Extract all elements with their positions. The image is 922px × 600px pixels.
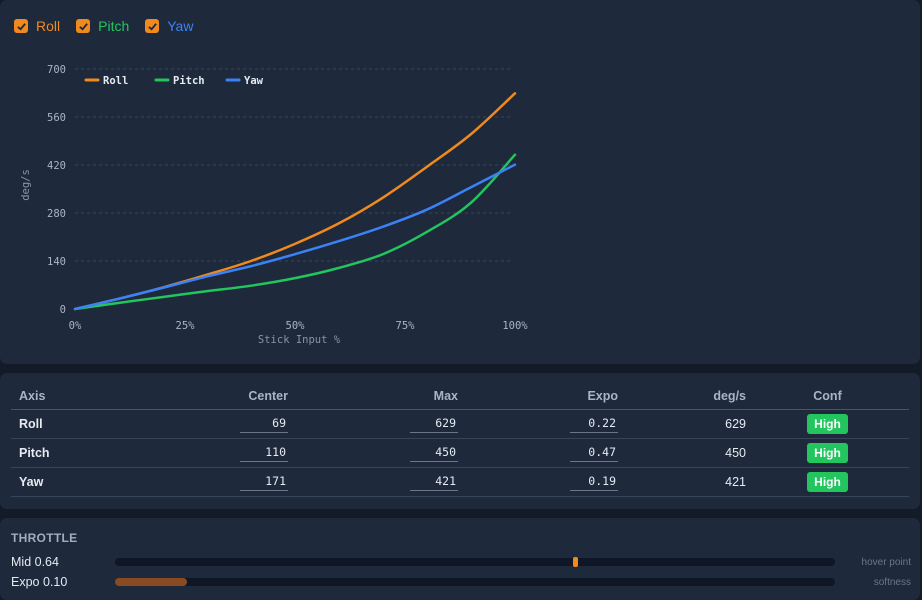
check-icon[interactable] xyxy=(145,19,160,33)
axis-name: Yaw xyxy=(19,475,44,489)
confidence-badge: High xyxy=(807,414,848,434)
x-tick-label: 100% xyxy=(502,320,528,332)
legend-label-pitch: Pitch xyxy=(173,75,205,87)
throttle-title: THROTTLE xyxy=(11,531,78,545)
degs-value: 421 xyxy=(725,475,746,489)
col-axis: Axis xyxy=(19,389,46,403)
col-max: Max xyxy=(433,389,458,403)
chart-panel: Roll Pitch Yaw 0 140 280 420 560 700 0% 25% 50%… xyxy=(0,0,920,364)
check-icon[interactable] xyxy=(76,19,91,33)
confidence-badge: High xyxy=(807,472,848,492)
x-axis-label: Stick Input % xyxy=(258,334,341,346)
y-tick-label: 420 xyxy=(47,160,66,172)
rate-chart: 0 140 280 420 560 700 0% 25% 50% 75% 100% Roll Pit… xyxy=(20,64,528,346)
x-tick-label: 50% xyxy=(286,320,306,332)
y-tick-label: 560 xyxy=(47,112,66,124)
table-row: Roll 69 629 0.22 629 High xyxy=(11,410,909,439)
max-input[interactable]: 629 xyxy=(410,416,458,433)
table-row: Pitch 110 450 0.47 450 High xyxy=(11,439,909,468)
series-line-pitch xyxy=(73,153,517,311)
toggle-roll-label: Roll xyxy=(36,18,61,34)
expo-input[interactable]: 0.22 xyxy=(570,416,618,433)
toggle-pitch[interactable]: Pitch xyxy=(76,18,129,34)
col-conf: Conf xyxy=(813,389,842,403)
degs-value: 629 xyxy=(725,417,746,431)
toggle-yaw[interactable]: Yaw xyxy=(145,18,193,34)
y-tick-label: 280 xyxy=(47,208,66,220)
throttle-panel: THROTTLE Mid 0.64 hover point Expo 0.10 … xyxy=(0,518,920,600)
toggle-pitch-label: Pitch xyxy=(98,18,130,34)
check-icon[interactable] xyxy=(14,19,28,33)
x-tick-label: 0% xyxy=(69,320,82,332)
expo-input[interactable]: 0.19 xyxy=(570,474,618,491)
legend-label-yaw: Yaw xyxy=(244,75,264,87)
degs-value: 450 xyxy=(725,446,746,460)
series-line-yaw xyxy=(73,163,517,311)
mid-slider-thumb[interactable] xyxy=(573,557,579,567)
max-input[interactable]: 450 xyxy=(410,445,458,462)
series-toggles: Roll Pitch Yaw xyxy=(14,18,209,34)
center-input[interactable]: 110 xyxy=(240,445,288,462)
col-expo: Expo xyxy=(587,389,618,403)
toggle-yaw-label: Yaw xyxy=(167,18,194,34)
mid-slider[interactable] xyxy=(115,557,835,567)
toggle-roll[interactable]: Roll xyxy=(14,18,60,34)
expo-slider[interactable] xyxy=(115,578,835,586)
y-tick-label: 700 xyxy=(47,64,66,76)
expo-slider-row: Expo 0.10 softness xyxy=(11,575,911,589)
expo-label: Expo 0.10 xyxy=(11,575,68,589)
expo-slider-fill xyxy=(115,578,187,586)
rates-table-panel: Axis Center Max Expo deg/s Conf Roll 69 … xyxy=(0,373,920,509)
max-input[interactable]: 421 xyxy=(410,474,458,491)
axis-name: Roll xyxy=(19,417,43,431)
col-degs: deg/s xyxy=(713,389,746,403)
mid-slider-row: Mid 0.64 hover point xyxy=(11,555,911,569)
x-tick-label: 25% xyxy=(176,320,196,332)
expo-hint: softness xyxy=(873,576,911,588)
y-tick-label: 0 xyxy=(60,304,66,316)
mid-label: Mid 0.64 xyxy=(11,555,59,569)
series-line-roll xyxy=(73,92,517,311)
table-row: Yaw 171 421 0.19 421 High xyxy=(11,468,909,497)
y-tick-label: 140 xyxy=(47,256,66,268)
x-tick-label: 75% xyxy=(396,320,416,332)
confidence-badge: High xyxy=(807,443,848,463)
axis-name: Pitch xyxy=(19,446,50,460)
rates-table: Axis Center Max Expo deg/s Conf Roll 69 … xyxy=(11,383,909,497)
expo-input[interactable]: 0.47 xyxy=(570,445,618,462)
table-header: Axis Center Max Expo deg/s Conf xyxy=(11,383,909,410)
center-input[interactable]: 69 xyxy=(240,416,288,433)
y-axis-label: deg/s xyxy=(20,169,32,201)
legend-label-roll: Roll xyxy=(103,75,128,87)
col-center: Center xyxy=(248,389,288,403)
mid-hint: hover point xyxy=(861,556,911,568)
center-input[interactable]: 171 xyxy=(240,474,288,491)
